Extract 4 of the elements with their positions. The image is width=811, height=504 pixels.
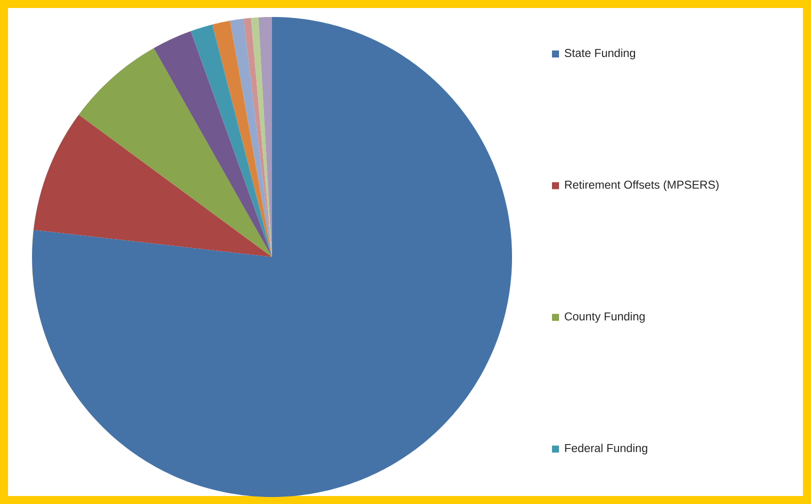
legend-label: Retirement Offsets (MPSERS) <box>565 180 719 192</box>
legend-label: County Funding <box>564 312 645 323</box>
legend-label: State Funding <box>564 48 636 60</box>
legend-label: Federal Funding <box>565 444 648 454</box>
